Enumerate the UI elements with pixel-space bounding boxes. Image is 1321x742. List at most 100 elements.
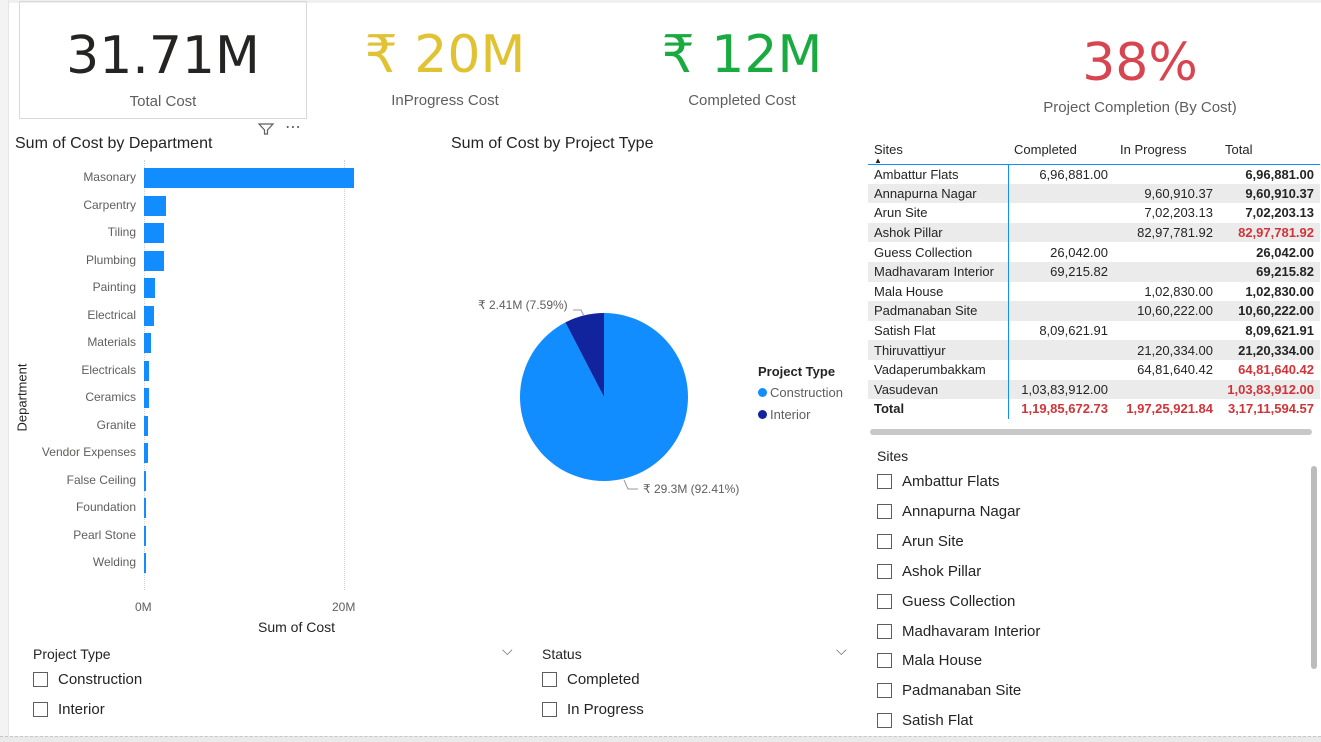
header-completed[interactable]: Completed bbox=[1008, 136, 1114, 164]
checkbox-icon[interactable] bbox=[877, 623, 892, 639]
bar-category-label: False Ceiling bbox=[66, 472, 136, 487]
slicer-item-label: Mala House bbox=[902, 652, 983, 670]
bar-granite[interactable] bbox=[144, 415, 148, 436]
bar-tiling[interactable] bbox=[144, 223, 164, 243]
chevron-down-icon[interactable]: ⌵ bbox=[502, 642, 513, 658]
bar-carpentry[interactable] bbox=[144, 195, 166, 216]
cell-inprogress: 7,02,203.13 bbox=[1144, 205, 1213, 221]
legend-item-interior[interactable]: Interior bbox=[758, 407, 868, 422]
cell-site: Vasudevan bbox=[874, 381, 939, 397]
table-row[interactable]: Arun Site 7,02,203.13 7,02,203.13 bbox=[868, 203, 1320, 223]
canvas-top-edge bbox=[0, 0, 1321, 3]
slicer-item-site[interactable]: Guess Collection bbox=[877, 593, 1015, 610]
bar-painting[interactable] bbox=[144, 278, 155, 298]
header-inprogress[interactable]: In Progress bbox=[1114, 136, 1219, 164]
slicer-item-site[interactable]: Ashok Pillar bbox=[877, 563, 981, 580]
checkbox-icon[interactable] bbox=[877, 593, 892, 609]
y-axis-title: Department bbox=[14, 363, 30, 432]
slicer-item-in-progress[interactable]: In Progress bbox=[542, 701, 644, 718]
bar-foundation[interactable] bbox=[144, 498, 146, 518]
pie-chart[interactable]: ₹ 2.41M (7.59%) ₹ 29.3M (92.41%) bbox=[440, 280, 860, 520]
cell-inprogress bbox=[1114, 380, 1219, 400]
inprogress-cost-value: ₹ 20M bbox=[364, 25, 526, 85]
table-row[interactable]: Madhavaram Interior 69,215.82 69,215.82 bbox=[868, 261, 1320, 282]
cell-total: 82,97,781.92 bbox=[1238, 225, 1314, 241]
header-sites[interactable]: Sites ▲ bbox=[868, 136, 1008, 165]
bar-masonary[interactable] bbox=[144, 168, 354, 188]
bar-pearl-stone[interactable] bbox=[144, 525, 146, 546]
inprogress-cost-card[interactable]: ₹ 20M InProgress Cost bbox=[300, 1, 590, 119]
checkbox-icon[interactable] bbox=[877, 683, 892, 699]
cell-site: Arun Site bbox=[874, 205, 928, 221]
table-row[interactable]: Annapurna Nagar 9,60,910.37 9,60,910.37 bbox=[868, 183, 1320, 204]
slicer-item-site[interactable]: Mala House bbox=[877, 652, 982, 669]
x-axis-title: Sum of Cost bbox=[258, 619, 336, 635]
cell-completed: 8,09,621.91 bbox=[1007, 320, 1114, 341]
bar-materials[interactable] bbox=[144, 333, 151, 353]
bar-false-ceiling[interactable] bbox=[144, 470, 146, 491]
header-inprogress-label: In Progress bbox=[1120, 142, 1187, 158]
checkbox-icon[interactable] bbox=[542, 672, 557, 687]
sites-matrix[interactable]: Sites ▲ Completed In Progress Total Amba… bbox=[868, 136, 1320, 426]
bar-category-label: Carpentry bbox=[83, 197, 136, 212]
checkbox-icon[interactable] bbox=[877, 533, 892, 549]
completed-cost-card[interactable]: ₹ 12M Completed Cost bbox=[597, 1, 887, 119]
bar-welding[interactable] bbox=[144, 553, 146, 573]
slicer-item-site[interactable]: Madhavaram Interior bbox=[877, 623, 1040, 640]
bar-vendor-expenses[interactable] bbox=[144, 443, 148, 463]
slicer-item-construction[interactable]: Construction bbox=[33, 671, 142, 688]
table-row[interactable]: Padmanaban Site 10,60,222.00 10,60,222.00 bbox=[868, 301, 1320, 321]
table-row[interactable]: Ashok Pillar 82,97,781.92 82,97,781.92 bbox=[868, 222, 1320, 243]
bar-category-label: Tiling bbox=[107, 225, 136, 239]
cell-completed bbox=[1007, 222, 1114, 243]
bar-chart[interactable]: Department Masonary Carpentry Tiling Plumbi… bbox=[10, 160, 370, 640]
checkbox-icon[interactable] bbox=[33, 672, 48, 687]
project-type-slicer[interactable]: Project Type ⌵ Construction Interior bbox=[22, 640, 522, 730]
slicer-item-site[interactable]: Annapurna Nagar bbox=[877, 503, 1020, 520]
total-cost-card[interactable]: 31.71M Total Cost bbox=[19, 1, 307, 119]
bar-ceramics[interactable] bbox=[144, 388, 149, 408]
checkbox-icon[interactable] bbox=[877, 474, 892, 489]
slicer-item-label: Ambattur Flats bbox=[902, 473, 1000, 490]
header-total-label: Total bbox=[1225, 142, 1253, 158]
checkbox-icon[interactable] bbox=[542, 702, 557, 717]
more-options-icon[interactable]: ⋯ bbox=[285, 119, 301, 136]
x-tick-20: 20M bbox=[332, 600, 356, 614]
status-slicer[interactable]: Status ⌵ Completed In Progress bbox=[532, 640, 857, 730]
slicer-item-site[interactable]: Satish Flat bbox=[877, 712, 973, 729]
matrix-horizontal-scrollbar[interactable] bbox=[870, 429, 1312, 435]
completion-card[interactable]: 38% Project Completion (By Cost) bbox=[1000, 1, 1280, 126]
checkbox-icon[interactable] bbox=[877, 563, 892, 579]
table-row[interactable]: Vasudevan 1,03,83,912.00 1,03,83,912.00 bbox=[868, 379, 1320, 400]
legend-item-construction[interactable]: Construction bbox=[758, 385, 868, 400]
bar-electricals[interactable] bbox=[144, 360, 149, 381]
slicer-item-site[interactable]: Ambattur Flats bbox=[877, 473, 1000, 490]
cell-inprogress bbox=[1114, 262, 1219, 282]
sites-slicer-list: Ambattur Flats Annapurna Nagar Arun Site As… bbox=[868, 442, 1308, 736]
chevron-down-icon[interactable]: ⌵ bbox=[836, 642, 847, 658]
table-row[interactable]: Ambattur Flats 6,96,881.00 6,96,881.00 bbox=[868, 164, 1320, 184]
cell-completed bbox=[1007, 183, 1114, 204]
header-total[interactable]: Total bbox=[1219, 136, 1320, 164]
sites-slicer-scrollbar[interactable] bbox=[1311, 466, 1317, 669]
checkbox-icon[interactable] bbox=[33, 702, 48, 717]
checkbox-icon[interactable] bbox=[877, 713, 892, 729]
filter-icon[interactable] bbox=[257, 122, 275, 136]
table-row[interactable]: Vadaperumbakkam 64,81,640.42 64,81,640.42 bbox=[868, 359, 1320, 380]
pie-slice-interior[interactable] bbox=[565, 313, 604, 397]
checkbox-icon[interactable] bbox=[877, 653, 892, 669]
slicer-item-interior[interactable]: Interior bbox=[33, 701, 105, 718]
checkbox-icon[interactable] bbox=[877, 503, 892, 519]
table-row[interactable]: Thiruvattiyur 21,20,334.00 21,20,334.00 bbox=[868, 340, 1320, 360]
bar-plumbing[interactable] bbox=[144, 250, 164, 271]
slicer-item-completed[interactable]: Completed bbox=[542, 671, 640, 688]
sites-slicer[interactable]: Sites Ambattur Flats Annapurna Nagar Arun … bbox=[868, 442, 1320, 736]
bar-electrical[interactable] bbox=[144, 305, 154, 326]
table-row[interactable]: Guess Collection 26,042.00 26,042.00 bbox=[868, 242, 1320, 262]
table-row[interactable]: Satish Flat 8,09,621.91 8,09,621.91 bbox=[868, 320, 1320, 341]
cell-total: 7,02,203.13 bbox=[1245, 205, 1314, 221]
cell-total: 8,09,621.91 bbox=[1245, 323, 1314, 339]
table-row[interactable]: Mala House 1,02,830.00 1,02,830.00 bbox=[868, 281, 1320, 302]
slicer-item-site[interactable]: Padmanaban Site bbox=[877, 682, 1021, 699]
slicer-item-site[interactable]: Arun Site bbox=[877, 533, 964, 550]
